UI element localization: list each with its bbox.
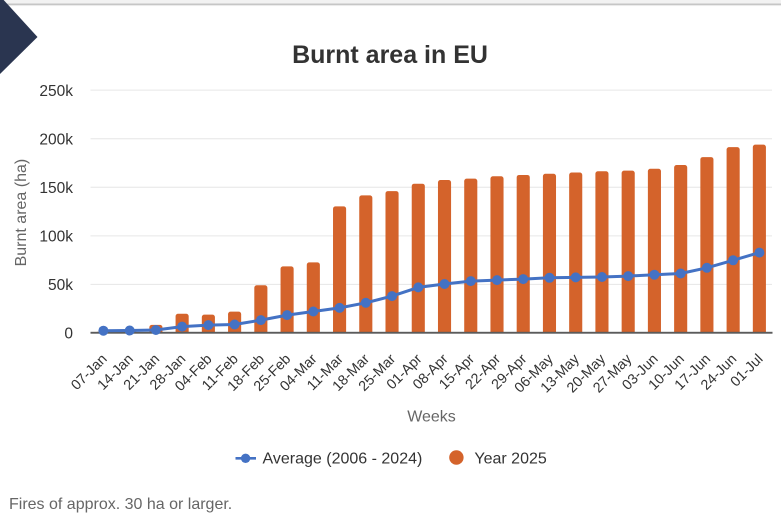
svg-text:Burnt area in EU: Burnt area in EU xyxy=(292,41,488,69)
svg-text:250k: 250k xyxy=(39,83,73,100)
svg-text:50k: 50k xyxy=(48,277,73,294)
svg-text:Weeks: Weeks xyxy=(407,409,456,426)
svg-text:Average (2006 - 2024): Average (2006 - 2024) xyxy=(263,450,423,467)
svg-text:150k: 150k xyxy=(39,180,73,197)
svg-text:200k: 200k xyxy=(39,131,73,148)
svg-text:0: 0 xyxy=(64,326,73,343)
svg-text:100k: 100k xyxy=(39,229,73,246)
svg-text:Fires of approx. 30 ha or larg: Fires of approx. 30 ha or larger. xyxy=(9,496,232,513)
svg-text:Burnt area (ha): Burnt area (ha) xyxy=(13,159,30,267)
svg-text:Year 2025: Year 2025 xyxy=(474,450,546,467)
